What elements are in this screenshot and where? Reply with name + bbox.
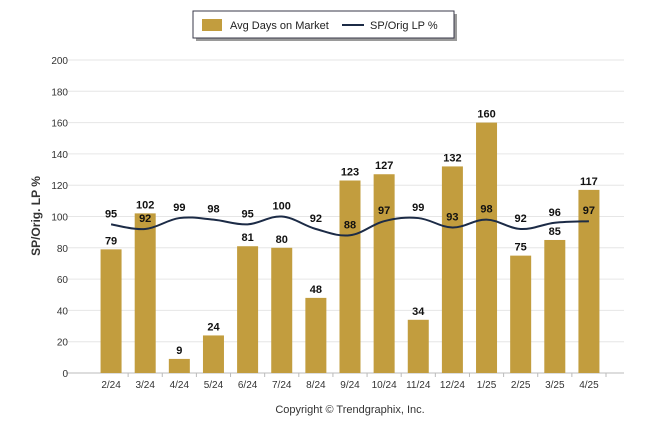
bar-value-label: 75 [515,242,527,254]
bar [441,166,463,373]
y-axis: 0 20 40 60 80 100 120 140 160 180 200 [51,56,68,380]
bar [510,255,532,373]
bar-value-label: 160 [477,109,495,121]
bar [544,239,566,373]
y-tick-label: 180 [51,87,68,98]
x-tick-label: 9/24 [340,380,360,391]
bar-value-label: 79 [105,235,117,247]
copyright-footer: Copyright © Trendgraphix, Inc. [275,404,424,416]
bar-value-label: 117 [580,176,598,188]
bar [305,297,327,373]
bar-value-label: 102 [136,199,154,211]
x-tick-label: 7/24 [272,380,292,391]
line-series [110,215,589,237]
bar-value-label: 34 [412,306,425,318]
bar [237,246,259,373]
legend-line-label: SP/Orig LP % [370,20,438,32]
bar [134,213,156,373]
line-value-label: 99 [173,202,185,214]
y-tick-label: 80 [57,244,69,255]
x-axis: 2/24 3/24 4/24 5/24 6/24 7/24 8/24 9/24 10/24 11/… [101,373,607,391]
bar-value-label: 24 [207,321,220,333]
bar [100,249,122,373]
bar-value-label: 123 [341,167,359,179]
x-tick-label: 2/24 [101,380,121,391]
bar [271,247,293,373]
x-tick-label: 3/24 [135,380,155,391]
bar-value-label: 9 [176,345,182,357]
x-tick-label: 11/24 [406,380,431,391]
y-tick-label: 20 [57,338,69,349]
legend-bar-swatch [202,19,222,31]
line-value-label: 98 [207,204,219,216]
data-labels: 79 102 9 24 81 80 48 123 127 34 132 160 75 85 117 95 92 9… [105,109,598,357]
line-value-label: 99 [412,202,424,214]
x-tick-label: 4/24 [170,380,190,391]
bar [339,180,361,373]
line-value-label: 97 [378,205,390,217]
bar [578,189,600,373]
line-value-label: 92 [139,213,151,225]
legend: Avg Days on Market SP/Orig LP % [192,10,457,41]
y-tick-label: 40 [57,306,69,317]
bar-value-label: 81 [241,232,253,244]
y-tick-label: 200 [51,56,68,67]
x-tick-label: 2/25 [511,380,531,391]
line-value-label: 96 [549,207,561,219]
line-value-label: 95 [241,208,253,220]
x-tick-label: 4/25 [579,380,599,391]
y-tick-label: 160 [51,119,68,130]
bar-value-label: 127 [375,160,393,172]
bar [476,122,498,373]
y-axis-title: SP/Orig. LP % [29,176,43,256]
x-tick-label: 3/25 [545,380,565,391]
line-value-label: 92 [310,213,322,225]
bar-value-label: 85 [549,226,561,238]
bar-value-label: 132 [443,152,461,164]
x-tick-label: 5/24 [204,380,224,391]
line-value-label: 88 [344,219,356,231]
bar [373,174,395,373]
bar [202,335,224,373]
x-tick-label: 10/24 [372,380,397,391]
line-value-label: 93 [446,211,458,223]
line-value-label: 95 [105,208,117,220]
x-tick-label: 6/24 [238,380,258,391]
y-tick-label: 140 [51,150,68,161]
y-tick-label: 60 [57,275,69,286]
y-tick-label: 0 [62,369,68,380]
line-path [110,215,589,237]
line-value-label: 97 [583,205,595,217]
legend-bar-label: Avg Days on Market [230,20,329,32]
x-tick-label: 8/24 [306,380,326,391]
bar-series [100,122,600,373]
bar [168,358,190,373]
bar [407,319,429,373]
bar-value-label: 48 [310,284,322,296]
x-tick-label: 12/24 [440,380,465,391]
y-tick-label: 120 [51,181,68,192]
line-value-label: 92 [515,213,527,225]
bar-value-label: 80 [276,234,288,246]
line-value-label: 98 [480,204,492,216]
y-tick-label: 100 [51,213,68,224]
line-value-label: 100 [273,201,291,213]
x-tick-label: 1/25 [477,380,497,391]
